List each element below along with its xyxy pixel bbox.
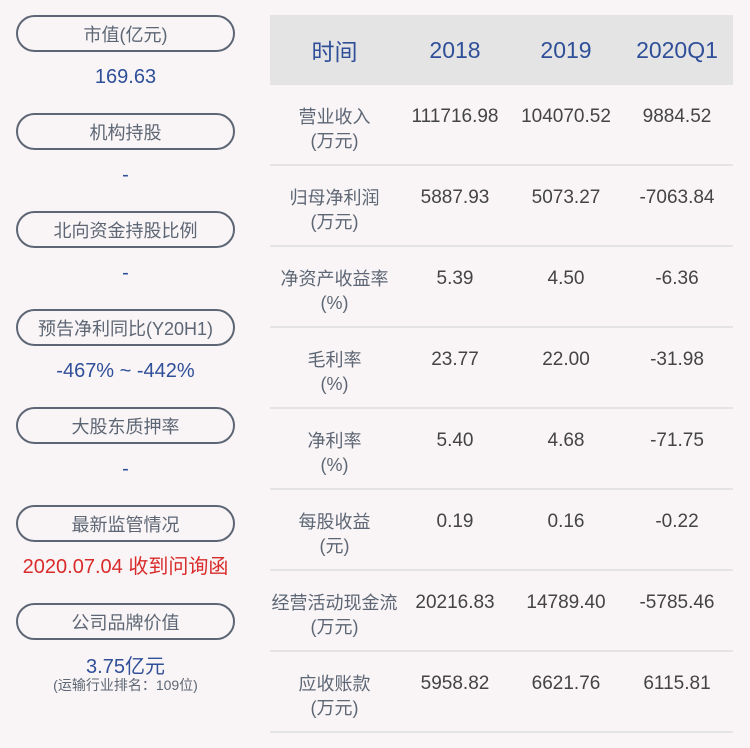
cell: 6115.81 — [643, 673, 711, 694]
table-row: 归母净利润 (万元) 5887.93 5073.27 -7063.84 — [270, 166, 733, 247]
row-label: 归母净利润 (万元) — [270, 186, 399, 234]
row-unit: (万元) — [310, 212, 359, 232]
table-row: 应收账款 (万元) 5958.82 6621.76 6115.81 — [270, 652, 733, 733]
cell: -0.22 — [655, 511, 699, 532]
cell: 0.19 — [436, 511, 474, 532]
table-row: 每股收益 (元) 0.19 0.16 -0.22 — [270, 490, 733, 571]
summary-note: (运输行业排名：109位) — [53, 677, 198, 693]
summary-profit-forecast: 预告净利同比(Y20H1) -467% ~ -442% — [16, 309, 235, 386]
cell: 6621.76 — [531, 673, 601, 694]
row-unit: (%) — [320, 455, 349, 475]
cell: 20216.83 — [415, 592, 495, 613]
table-row: 净资产收益率 (%) 5.39 4.50 -6.36 — [270, 247, 733, 328]
cell: 0.16 — [547, 511, 585, 532]
header-cell: 2020Q1 — [636, 36, 718, 63]
summary-brand-value: 公司品牌价值 3.75亿元 (运输行业排名：109位) — [16, 603, 235, 692]
table-row: 经营活动现金流 (万元) 20216.83 14789.40 -5785.46 — [270, 571, 733, 652]
cell: 104070.52 — [521, 106, 611, 127]
summary-label: 最新监管情况 — [71, 514, 180, 535]
table-header: 时间 2018 2019 2020Q1 — [270, 15, 733, 85]
row-label: 净资产收益率 (%) — [270, 267, 399, 315]
cell: 22.00 — [542, 349, 590, 370]
financial-table: 时间 2018 2019 2020Q1 营业收入 (万元) 111716.98 1… — [270, 15, 733, 733]
row-label: 毛利率 (%) — [270, 348, 399, 396]
summary-value: 169.63 — [94, 66, 157, 88]
summary-value: - — [122, 164, 129, 186]
row-name: 毛利率 — [307, 350, 362, 370]
summary-label-pill: 市值(亿元) — [16, 15, 235, 52]
row-name: 应收账款 — [298, 674, 371, 694]
cell: 5887.93 — [420, 187, 490, 208]
summary-value: - — [122, 458, 129, 480]
summary-label-pill: 大股东质押率 — [16, 407, 235, 444]
row-name: 每股收益 — [298, 512, 371, 532]
cell: 4.68 — [547, 430, 585, 451]
summary-value: -467% ~ -442% — [56, 360, 195, 382]
summary-label: 北向资金持股比例 — [53, 220, 198, 241]
row-unit: (万元) — [310, 617, 359, 637]
table-row: 毛利率 (%) 23.77 22.00 -31.98 — [270, 328, 733, 409]
cell: 5.40 — [436, 430, 474, 451]
row-label: 每股收益 (元) — [270, 510, 399, 558]
cell: -5785.46 — [639, 592, 715, 613]
row-unit: (元) — [319, 536, 350, 556]
summary-regulatory-status: 最新监管情况 2020.07.04 收到问询函 — [16, 505, 235, 582]
summary-northbound-ratio: 北向资金持股比例 - — [16, 211, 235, 288]
row-label: 营业收入 (万元) — [270, 105, 399, 153]
summary-institutional-holding: 机构持股 - — [16, 113, 235, 190]
summary-label: 公司品牌价值 — [71, 612, 180, 633]
header-cell: 时间 — [311, 39, 358, 65]
summary-label-pill: 机构持股 — [16, 113, 235, 150]
cell: 5073.27 — [531, 187, 601, 208]
summary-value: 3.75亿元 — [86, 656, 165, 678]
summary-label: 市值(亿元) — [83, 24, 168, 45]
row-unit: (万元) — [310, 131, 359, 151]
summary-label-pill: 预告净利同比(Y20H1) — [16, 309, 235, 346]
cell: 9884.52 — [642, 106, 712, 127]
row-name: 经营活动现金流 — [271, 593, 398, 613]
cell: 5958.82 — [420, 673, 490, 694]
row-name: 净资产收益率 — [280, 269, 389, 289]
header-cell: 2018 — [429, 36, 481, 63]
summary-label-pill: 公司品牌价值 — [16, 603, 235, 640]
row-unit: (%) — [320, 293, 349, 313]
cell: 111716.98 — [411, 106, 499, 127]
row-unit: (万元) — [310, 698, 359, 718]
cell: 14789.40 — [526, 592, 606, 613]
row-unit: (%) — [320, 374, 349, 394]
table-row: 营业收入 (万元) 111716.98 104070.52 9884.52 — [270, 85, 733, 166]
summary-market-cap: 市值(亿元) 169.63 — [16, 15, 235, 92]
summary-label-pill: 北向资金持股比例 — [16, 211, 235, 248]
cell: 4.50 — [547, 268, 585, 289]
row-label: 经营活动现金流 (万元) — [270, 591, 399, 639]
row-label: 应收账款 (万元) — [270, 672, 399, 720]
summary-label: 预告净利同比(Y20H1) — [37, 318, 214, 339]
cell: -7063.84 — [639, 187, 715, 208]
row-name: 归母净利润 — [289, 188, 380, 208]
row-name: 净利率 — [307, 431, 362, 451]
table-row: 净利率 (%) 5.40 4.68 -71.75 — [270, 409, 733, 490]
summary-label: 大股东质押率 — [71, 416, 180, 437]
header-cell: 2019 — [540, 36, 592, 63]
summary-value: 2020.07.04 收到问询函 — [22, 556, 229, 578]
row-label: 净利率 (%) — [270, 429, 399, 477]
summary-label-pill: 最新监管情况 — [16, 505, 235, 542]
cell: -31.98 — [650, 349, 704, 370]
cell: -6.36 — [655, 268, 699, 289]
cell: 5.39 — [436, 268, 474, 289]
row-name: 营业收入 — [298, 107, 371, 127]
cell: 23.77 — [431, 349, 479, 370]
summary-label: 机构持股 — [89, 122, 162, 143]
summary-pledge-rate: 大股东质押率 - — [16, 407, 235, 484]
cell: -71.75 — [650, 430, 704, 451]
summary-value: - — [122, 262, 129, 284]
